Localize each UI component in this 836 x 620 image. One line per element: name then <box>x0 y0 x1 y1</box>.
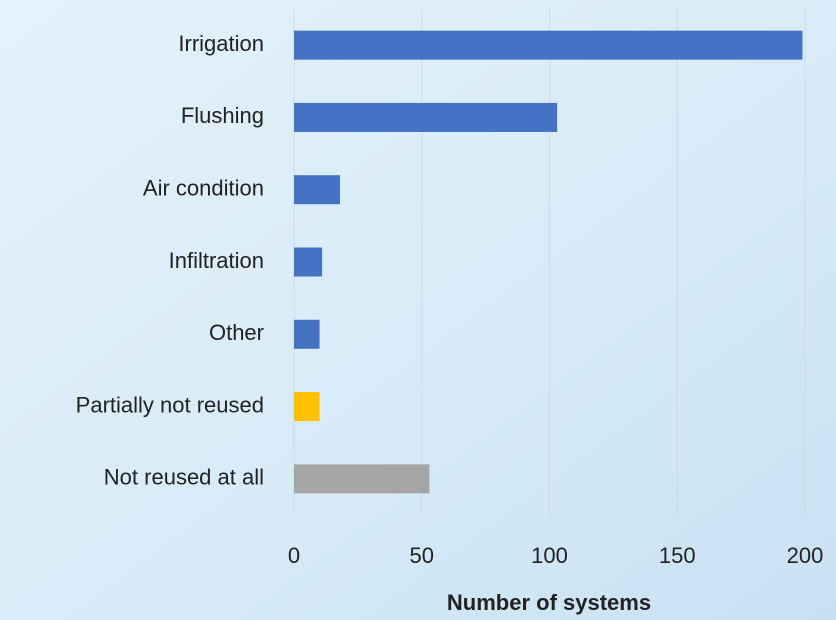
y-tick-label: Not reused at all <box>104 465 264 490</box>
bar <box>294 319 320 349</box>
bar <box>294 247 323 277</box>
bar <box>294 175 340 205</box>
y-tick-label: Irrigation <box>178 31 264 56</box>
y-tick-label: Flushing <box>181 103 264 128</box>
bar <box>294 30 803 60</box>
y-tick-label: Other <box>209 320 264 345</box>
bar <box>294 392 320 422</box>
y-tick-label: Partially not reused <box>76 392 264 417</box>
y-tick-label: Infiltration <box>169 248 264 273</box>
x-tick-label: 150 <box>659 543 696 568</box>
bar <box>294 464 430 494</box>
x-tick-label: 100 <box>531 543 568 568</box>
x-tick-label: 0 <box>288 543 300 568</box>
x-tick-label: 50 <box>410 543 434 568</box>
x-axis-label: Number of systems <box>447 590 651 615</box>
bar <box>294 102 558 132</box>
x-tick-label: 200 <box>787 543 824 568</box>
y-tick-label: Air condition <box>143 176 264 201</box>
